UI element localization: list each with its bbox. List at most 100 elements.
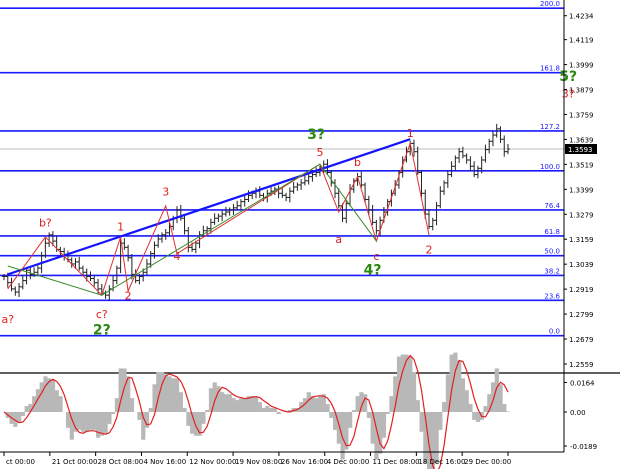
time-tick-label-7: 4 Dec 00:00 bbox=[327, 458, 370, 466]
osc-histogram-bar bbox=[54, 390, 59, 412]
osc-histogram-bar bbox=[438, 412, 443, 430]
price-bar bbox=[47, 232, 52, 247]
price-bar bbox=[242, 195, 247, 207]
osc-histogram-bar bbox=[163, 374, 168, 412]
wave-label-8: 3? bbox=[307, 127, 325, 143]
price-bar bbox=[427, 209, 432, 230]
price-bar bbox=[457, 147, 462, 163]
osc-histogram-bar bbox=[96, 412, 101, 438]
price-bar bbox=[122, 238, 127, 250]
osc-histogram-bar bbox=[363, 394, 368, 412]
osc-histogram-bar bbox=[302, 398, 308, 412]
price-bar bbox=[479, 156, 484, 174]
osc-histogram-bar bbox=[442, 402, 447, 412]
osc-histogram-bar bbox=[193, 412, 199, 436]
osc-histogram-bar bbox=[449, 354, 454, 412]
wave-label-10: a bbox=[335, 233, 342, 246]
wave-label-14: 1 bbox=[407, 127, 414, 140]
osc-tick-label-0: 0.0164 bbox=[570, 379, 595, 387]
osc-histogram-bar bbox=[84, 412, 89, 432]
osc-histogram-bar bbox=[144, 412, 150, 428]
osc-histogram-bar bbox=[77, 412, 82, 430]
osc-histogram-bar bbox=[254, 396, 259, 412]
osc-tick-label-2: -0.0189 bbox=[570, 443, 597, 451]
osc-histogram-bar bbox=[502, 404, 507, 412]
price-bar bbox=[208, 218, 213, 234]
osc-histogram-bar bbox=[411, 372, 417, 412]
osc-histogram-bar bbox=[314, 398, 319, 412]
time-tick-label-8: 11 Dec 08:00 bbox=[373, 458, 420, 466]
osc-histogram-bar bbox=[434, 412, 439, 464]
time-tick-label-3: 4 Nov 16:00 bbox=[143, 458, 186, 466]
osc-histogram-bar bbox=[490, 382, 496, 412]
fib-label-5: 61.8 bbox=[544, 228, 560, 236]
osc-histogram-bar bbox=[457, 360, 462, 412]
price-bar bbox=[235, 200, 240, 211]
osc-histogram-bar bbox=[370, 412, 375, 444]
osc-histogram-bar bbox=[159, 372, 165, 412]
price-bar bbox=[231, 204, 236, 215]
price-bar bbox=[246, 190, 251, 203]
osc-histogram-bar bbox=[88, 412, 93, 430]
osc-histogram-bar bbox=[340, 412, 345, 460]
osc-histogram-bar bbox=[261, 408, 266, 412]
osc-histogram-bar bbox=[415, 400, 420, 412]
time-tick-label-5: 19 Nov 08:00 bbox=[235, 458, 282, 466]
time-tick-label-6: 26 Nov 16:00 bbox=[281, 458, 328, 466]
price-bar bbox=[20, 275, 25, 290]
osc-histogram-bar bbox=[212, 382, 217, 412]
osc-histogram-bar bbox=[122, 368, 127, 412]
price-bar bbox=[336, 188, 341, 209]
wave-label-2: c? bbox=[96, 308, 108, 321]
osc-histogram-bar bbox=[99, 412, 104, 436]
osc-histogram-bar bbox=[464, 390, 469, 412]
price-bar bbox=[468, 156, 473, 172]
osc-histogram-bar bbox=[378, 412, 383, 454]
osc-histogram-bar bbox=[269, 408, 274, 412]
fib-levels: 200.0161.8127.2100.076.461.850.038.223.6… bbox=[0, 0, 564, 337]
price-bar bbox=[205, 226, 210, 235]
osc-histogram-bar bbox=[366, 412, 372, 418]
osc-histogram-bar bbox=[148, 408, 153, 412]
osc-histogram-bar bbox=[317, 396, 323, 412]
price-bar bbox=[178, 204, 183, 221]
price-tick-label-12: 1.3999 bbox=[569, 62, 594, 70]
price-bar bbox=[137, 273, 142, 285]
price-bar bbox=[498, 126, 503, 143]
price-bar bbox=[5, 272, 10, 288]
osc-histogram-bar bbox=[310, 396, 315, 412]
osc-histogram-bar bbox=[39, 382, 44, 412]
osc-histogram-bar bbox=[114, 398, 120, 412]
time-tick-label-2: 28 Oct 08:00 bbox=[98, 458, 144, 466]
osc-histogram-bar bbox=[472, 412, 477, 420]
price-bar bbox=[156, 234, 161, 248]
osc-histogram-bar bbox=[374, 412, 379, 460]
osc-histogram-bar bbox=[35, 389, 41, 412]
price-bar bbox=[359, 171, 364, 188]
price-bar bbox=[460, 146, 465, 159]
osc-histogram-bar bbox=[475, 412, 481, 422]
time-tick-label-10: 29 Dec 00:00 bbox=[464, 458, 511, 466]
osc-histogram-bar bbox=[129, 398, 135, 412]
price-tick-label-8: 1.3519 bbox=[569, 161, 594, 169]
current-price-tag bbox=[565, 143, 597, 154]
osc-histogram-bar bbox=[141, 412, 146, 440]
osc-histogram-bar bbox=[137, 412, 142, 420]
price-bar bbox=[434, 202, 439, 226]
price-bar bbox=[2, 273, 6, 281]
price-bar bbox=[299, 179, 304, 190]
osc-histogram-bar bbox=[389, 396, 394, 412]
osc-histogram-bar bbox=[400, 354, 405, 412]
osc-histogram-bar bbox=[103, 412, 108, 434]
osc-histogram-bar bbox=[208, 388, 214, 412]
price-tick-label-14: 1.4234 bbox=[569, 13, 594, 21]
price-bar bbox=[35, 265, 40, 277]
wave-label-15: 2 bbox=[426, 244, 433, 257]
osc-histogram-bar bbox=[13, 412, 18, 427]
price-bar bbox=[472, 161, 477, 178]
wave-label-4: 1 bbox=[117, 221, 124, 234]
price-bar bbox=[238, 199, 243, 210]
price-bar bbox=[24, 267, 29, 285]
price-tick-label-9: 1.3639 bbox=[569, 136, 594, 144]
